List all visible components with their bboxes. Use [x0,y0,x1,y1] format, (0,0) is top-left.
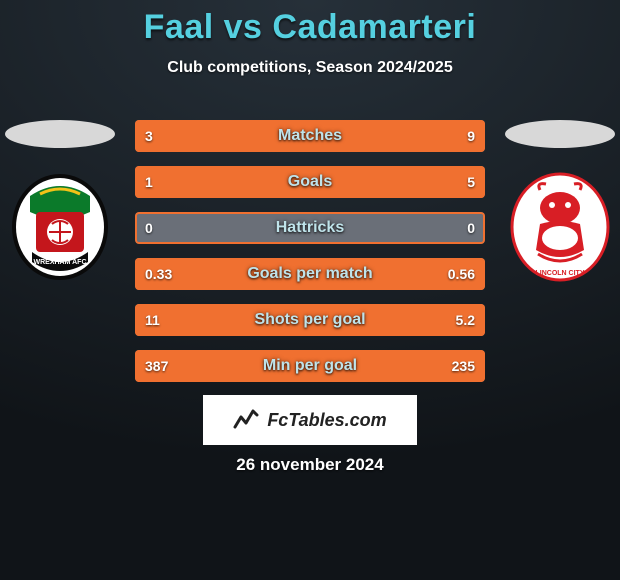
stat-bar: Goals per match0.330.56 [135,258,485,290]
bar-label: Hattricks [135,212,485,244]
svg-text:WREXHAM AFC: WREXHAM AFC [33,259,86,266]
player-silhouette-left [5,120,115,148]
stats-bars: Matches39Goals15Hattricks00Goals per mat… [135,120,485,396]
bar-value-left: 11 [135,304,170,336]
fctables-logo-text: FcTables.com [267,410,386,431]
bar-fill-left [135,304,373,336]
stat-bar: Goals15 [135,166,485,198]
svg-text:LINCOLN CITY: LINCOLN CITY [536,270,585,277]
bar-value-right: 0.56 [438,258,485,290]
bar-value-left: 0.33 [135,258,182,290]
subtitle: Club competitions, Season 2024/2025 [0,59,620,77]
lincoln-crest-icon: LINCOLN CITY [510,172,610,282]
bar-border [135,212,485,244]
stat-bar: Hattricks0 0 [135,212,485,244]
page-title: Faal vs Cadamarteri [0,0,620,47]
wrexham-crest-icon: WREXHAM AFC [10,172,110,282]
right-crest: LINCOLN CITY [510,172,610,282]
bar-value-right: 5.2 [446,304,485,336]
right-player-panel: LINCOLN CITY [500,120,620,282]
date-text: 26 november 2024 [0,455,620,475]
bar-value-left: 387 [135,350,178,382]
bar-value-left: 0 [135,212,163,244]
stat-bar: Shots per goal115.2 [135,304,485,336]
left-player-panel: WREXHAM AFC [0,120,120,282]
stat-bar: Matches39 [135,120,485,152]
bar-fill-right [223,120,486,152]
player-silhouette-right [505,120,615,148]
bar-value-right: 5 [457,166,485,198]
bar-fill-right [195,166,486,198]
bar-value-left: 1 [135,166,163,198]
content: Faal vs Cadamarteri Club competitions, S… [0,0,620,580]
bar-value-right: 0 [457,212,485,244]
bar-value-right: 235 [442,350,485,382]
fctables-mark-icon [233,407,259,433]
left-crest: WREXHAM AFC [10,172,110,282]
stat-bar: Min per goal387235 [135,350,485,382]
fctables-logo: FcTables.com [203,395,417,445]
bar-value-right: 9 [457,120,485,152]
bar-value-left: 3 [135,120,163,152]
